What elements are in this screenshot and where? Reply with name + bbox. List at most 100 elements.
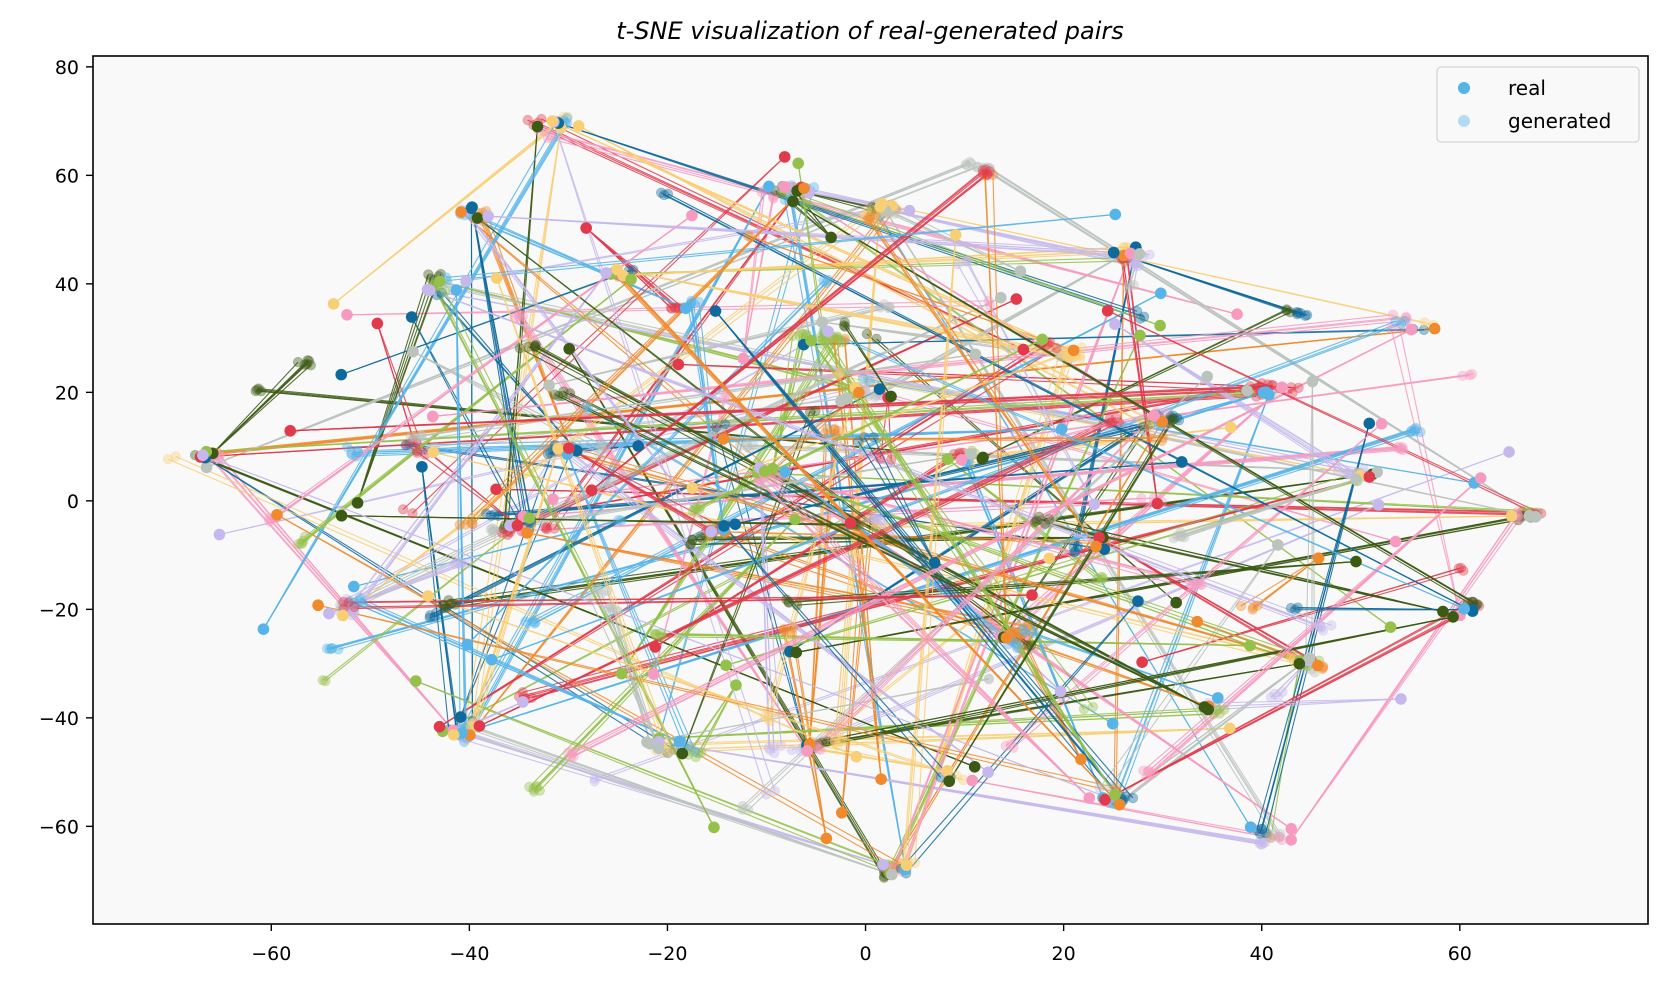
- real-point: [1015, 265, 1027, 277]
- generated-point: [1147, 434, 1157, 444]
- generated-point: [742, 440, 752, 450]
- generated-point: [1168, 416, 1178, 426]
- generated-point: [1333, 466, 1343, 476]
- x-tick-label: −20: [647, 943, 687, 965]
- real-point: [787, 196, 799, 208]
- real-point: [876, 198, 888, 210]
- generated-point: [865, 212, 875, 222]
- real-point: [1312, 660, 1324, 672]
- real-point: [407, 346, 419, 358]
- real-point: [801, 745, 813, 757]
- y-tick-label: 20: [55, 382, 79, 404]
- generated-point: [1145, 422, 1155, 432]
- real-point: [586, 484, 598, 496]
- real-point: [563, 343, 575, 355]
- real-point: [950, 229, 962, 241]
- real-point: [472, 212, 484, 224]
- generated-point: [1132, 306, 1142, 316]
- generated-point: [468, 520, 478, 530]
- generated-point: [803, 200, 813, 210]
- real-point: [482, 210, 494, 222]
- real-point: [1191, 616, 1203, 628]
- generated-point: [688, 535, 698, 545]
- legend-real-label: real: [1508, 76, 1546, 100]
- x-tick-label: 20: [1052, 943, 1076, 965]
- real-point: [798, 182, 810, 194]
- real-point: [532, 121, 544, 133]
- generated-point: [837, 338, 847, 348]
- real-point: [1350, 474, 1362, 486]
- x-tick-label: −40: [449, 943, 489, 965]
- generated-point: [1456, 563, 1466, 573]
- real-point: [1088, 498, 1100, 510]
- real-point: [490, 483, 502, 495]
- generated-point: [565, 388, 575, 398]
- generated-point: [1145, 769, 1155, 779]
- generated-point: [1071, 547, 1081, 557]
- real-point: [1176, 456, 1188, 468]
- real-point: [201, 462, 213, 474]
- real-point: [1102, 305, 1114, 317]
- generated-point: [1294, 383, 1304, 393]
- real-point: [1395, 693, 1407, 705]
- real-point: [1294, 658, 1306, 670]
- real-point: [901, 859, 913, 871]
- real-point: [352, 497, 364, 509]
- y-tick-label: −20: [39, 599, 79, 621]
- real-point: [552, 443, 564, 455]
- real-point: [1245, 821, 1257, 833]
- generated-point: [876, 454, 886, 464]
- generated-point: [604, 603, 614, 613]
- real-point: [1155, 288, 1167, 300]
- real-point: [874, 383, 886, 395]
- real-point: [1090, 541, 1102, 553]
- real-point: [792, 157, 804, 169]
- real-point: [789, 514, 801, 526]
- generated-point: [858, 374, 868, 384]
- real-point: [1475, 472, 1487, 484]
- real-point: [977, 452, 989, 464]
- real-point: [258, 623, 270, 635]
- generated-point: [722, 390, 732, 400]
- real-point: [779, 466, 791, 478]
- generated-point: [163, 454, 173, 464]
- generated-point: [656, 628, 666, 638]
- real-point: [705, 526, 717, 538]
- legend-generated-marker: [1458, 115, 1470, 127]
- real-point: [779, 181, 791, 193]
- real-point: [448, 729, 460, 741]
- generated-point: [1145, 250, 1155, 260]
- generated-point: [820, 428, 830, 438]
- generated-point: [408, 509, 418, 519]
- generated-point: [965, 157, 975, 167]
- real-point: [580, 222, 592, 234]
- generated-point: [1111, 413, 1121, 423]
- generated-point: [1030, 518, 1040, 528]
- generated-point: [601, 442, 611, 452]
- real-point: [416, 461, 428, 473]
- real-point: [434, 721, 446, 733]
- generated-point: [746, 232, 756, 242]
- generated-point: [1467, 369, 1477, 379]
- real-point: [648, 668, 660, 680]
- generated-point: [769, 742, 779, 752]
- generated-point: [550, 390, 560, 400]
- generated-point: [1176, 531, 1186, 541]
- real-point: [410, 675, 422, 687]
- real-point: [720, 660, 732, 672]
- real-point: [451, 284, 463, 296]
- generated-point: [300, 360, 310, 370]
- real-point: [1390, 536, 1402, 548]
- generated-point: [1137, 493, 1147, 503]
- real-point: [710, 305, 722, 317]
- real-point: [816, 316, 828, 328]
- generated-point: [984, 675, 994, 685]
- generated-point: [1277, 835, 1287, 845]
- generated-point: [1236, 601, 1246, 611]
- generated-point: [566, 752, 576, 762]
- generated-point: [838, 383, 848, 393]
- real-point: [512, 520, 524, 532]
- real-point: [491, 272, 503, 284]
- real-point: [434, 276, 446, 288]
- real-point: [422, 590, 434, 602]
